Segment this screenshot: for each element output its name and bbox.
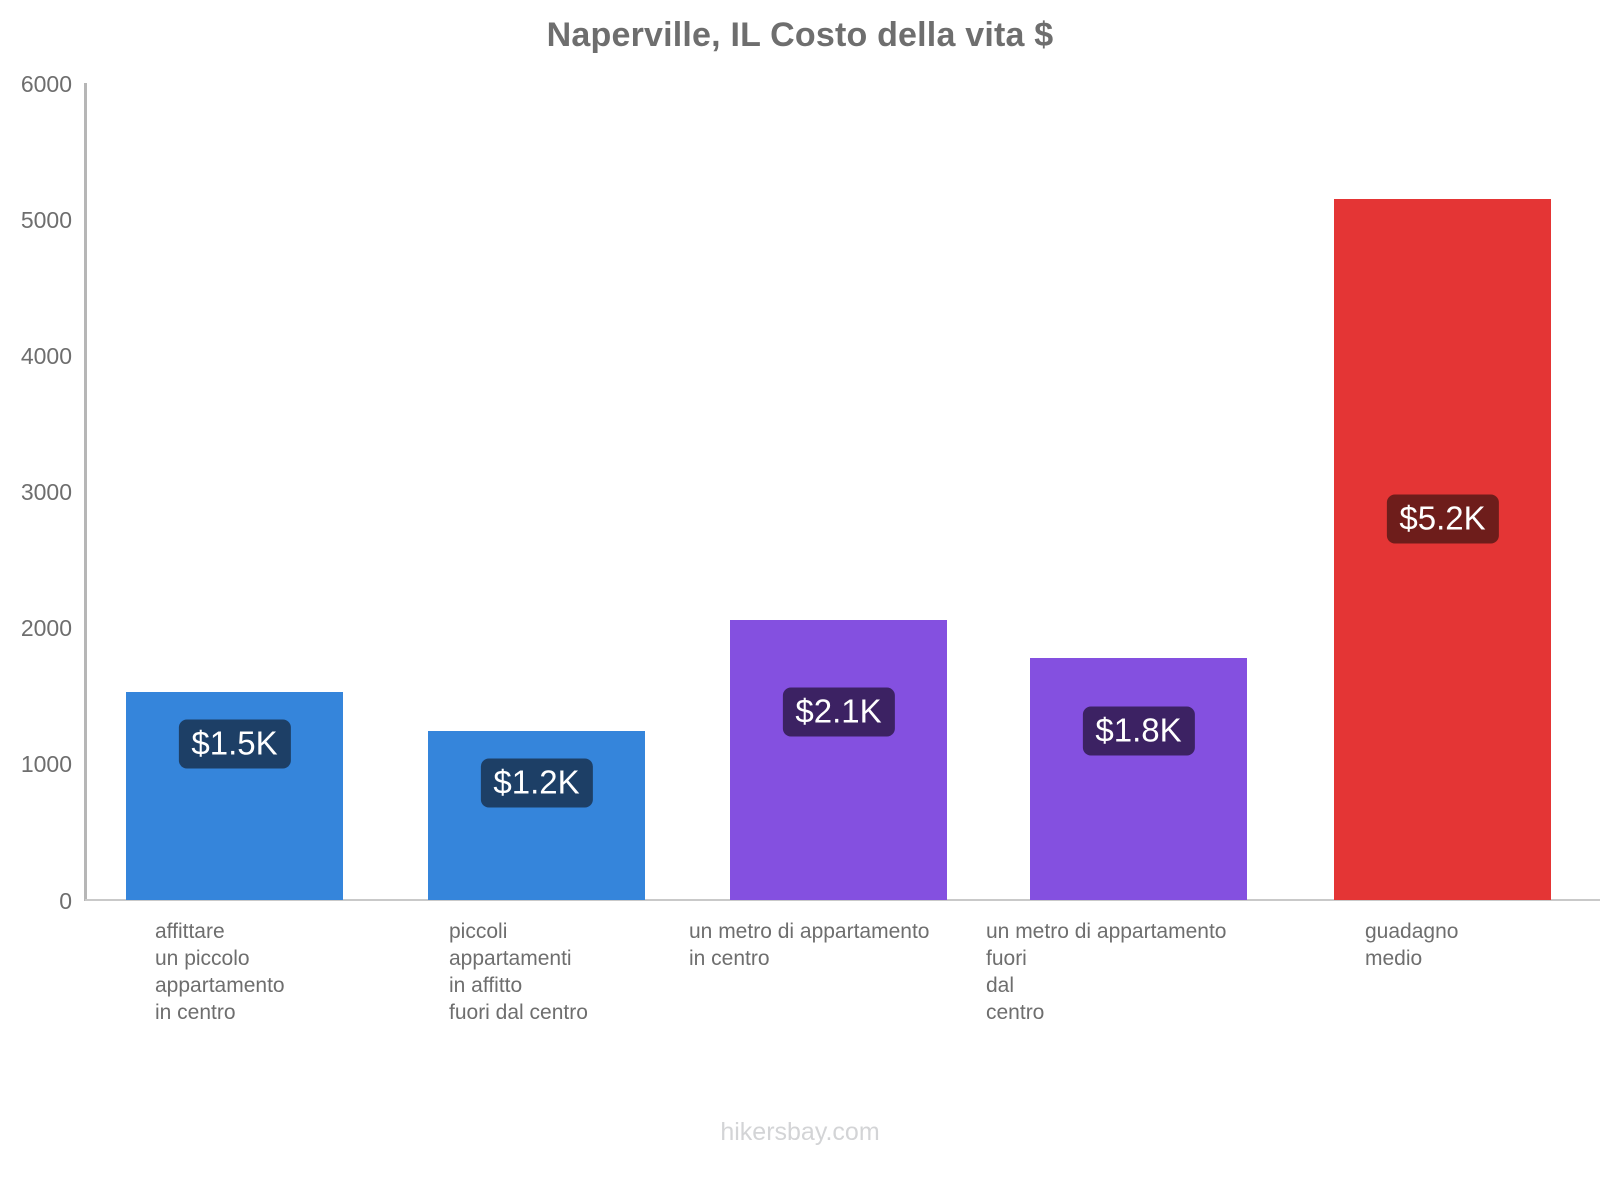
chart-title: Naperville, IL Costo della vita $ xyxy=(546,16,1054,54)
bar-value-label-0: $1.5K xyxy=(178,719,291,769)
x-axis-label-4: guadagno medio xyxy=(1365,920,1459,970)
y-axis-tick-2000: 2000 xyxy=(20,615,72,641)
bar-value-label-2: $2.1K xyxy=(782,687,895,737)
y-axis-tick-1000: 1000 xyxy=(20,751,72,777)
y-axis-tick-3000: 3000 xyxy=(20,479,72,505)
bar-2[interactable] xyxy=(730,619,947,900)
bar-value-label-3: $1.8K xyxy=(1082,706,1195,756)
y-axis-tick-6000: 6000 xyxy=(20,71,72,97)
plot-area: $1.5K $1.2K $2.1K $1.8K $5.2K xyxy=(85,83,1600,900)
y-axis-tick-5000: 5000 xyxy=(20,207,72,233)
bar-1[interactable] xyxy=(428,731,645,900)
x-axis-label-0: affittare un piccolo appartamento in cen… xyxy=(155,920,285,1024)
x-axis-label-3: un metro di appartamento fuori dal centr… xyxy=(986,920,1227,1024)
x-axis-label-2: un metro di appartamento in centro xyxy=(689,920,930,970)
bar-value-label-1: $1.2K xyxy=(480,758,593,808)
footer-watermark: hikersbay.com xyxy=(720,1118,880,1146)
x-axis-line xyxy=(85,899,1600,901)
bar-3[interactable] xyxy=(1030,657,1247,900)
y-axis-tick-0: 0 xyxy=(59,888,72,914)
y-axis-tick-4000: 4000 xyxy=(20,343,72,369)
x-axis-label-1: piccoli appartamenti in affitto fuori da… xyxy=(449,920,588,1024)
bar-value-label-4: $5.2K xyxy=(1386,494,1499,544)
y-axis-line xyxy=(84,83,87,901)
bar-4[interactable] xyxy=(1334,198,1551,900)
